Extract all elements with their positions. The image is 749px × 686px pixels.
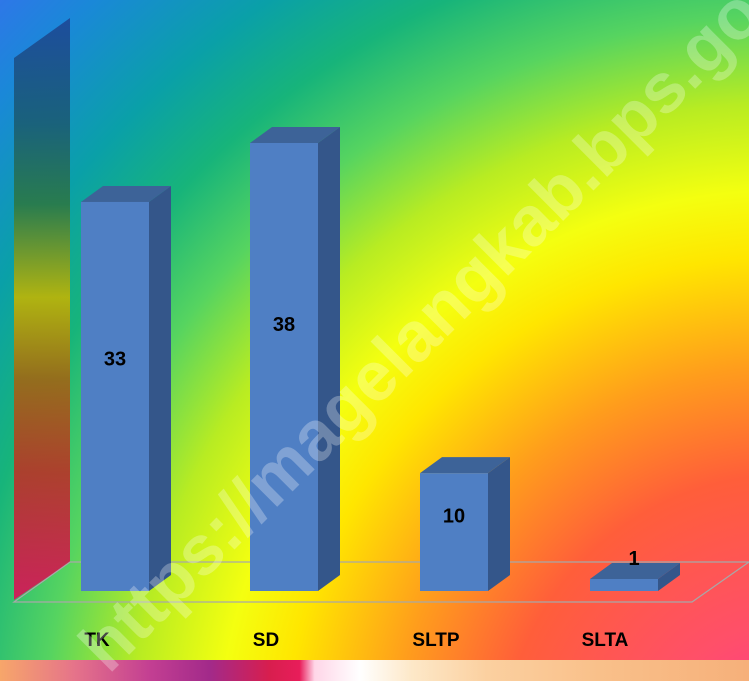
data-label: 33 (104, 348, 126, 370)
bar-front (590, 579, 658, 591)
bar-slta: 1 (590, 548, 680, 591)
bar-sltp: 10 (420, 457, 510, 591)
bar-tk: 33 (81, 185, 171, 591)
category-label: SLTP (412, 630, 459, 651)
left-wall (14, 18, 70, 600)
bar-front (420, 473, 488, 591)
bar-front (81, 201, 149, 591)
data-label: 1 (628, 548, 639, 570)
bar-top (81, 185, 171, 202)
bar-sd: 38 (250, 127, 340, 591)
category-label: TK (84, 630, 110, 651)
category-label: SD (253, 630, 279, 651)
bottom-gradient-strip (0, 660, 749, 681)
bar-front (250, 143, 318, 591)
bar-top (420, 457, 510, 474)
bar-side (318, 127, 340, 591)
bar-top (250, 127, 340, 143)
bar-side (488, 457, 510, 591)
data-label: 38 (273, 314, 295, 336)
chart-floor (12, 561, 749, 603)
bar-side (658, 563, 680, 591)
category-label: SLTA (582, 630, 629, 651)
bar-side (149, 185, 171, 591)
bar-top (590, 563, 680, 579)
data-label: 10 (443, 506, 465, 528)
